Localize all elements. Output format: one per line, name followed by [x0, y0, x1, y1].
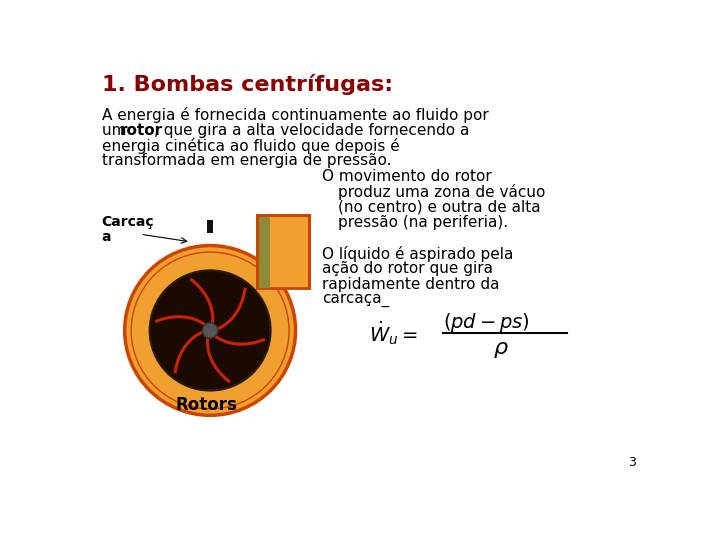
Text: ga: ga: [261, 232, 276, 245]
Text: transformada em energia de pressão.: transformada em energia de pressão.: [102, 153, 391, 168]
Text: carcaça_: carcaça_: [323, 292, 390, 307]
Text: energia cinética ao fluido que depois é: energia cinética ao fluido que depois é: [102, 138, 400, 154]
Ellipse shape: [125, 246, 296, 415]
Text: a: a: [261, 262, 269, 276]
Text: Carcaç: Carcaç: [102, 215, 154, 229]
Ellipse shape: [150, 271, 271, 390]
Text: $(pd - ps)$: $(pd - ps)$: [443, 311, 529, 334]
Bar: [256, 215, 270, 288]
Text: produz uma zona de vácuo: produz uma zona de vácuo: [338, 184, 545, 200]
Text: pressão (na periferia).: pressão (na periferia).: [338, 215, 508, 230]
Text: Sucçã: Sucçã: [175, 309, 223, 325]
Bar: [207, 220, 213, 233]
Text: A energia é fornecida continuamente ao fluido por: A energia é fornecida continuamente ao f…: [102, 107, 488, 123]
Text: rotor: rotor: [120, 123, 163, 138]
Bar: [256, 215, 310, 288]
Text: o: o: [175, 325, 185, 340]
Ellipse shape: [131, 252, 289, 409]
Text: , que gira a alta velocidade fornecendo a: , que gira a alta velocidade fornecendo …: [154, 123, 469, 138]
Text: (no centro) e outra de alta: (no centro) e outra de alta: [338, 200, 541, 214]
Text: Rotors: Rotors: [175, 396, 237, 414]
Text: O movimento do rotor: O movimento do rotor: [323, 168, 492, 184]
Text: O líquido é aspirado pela: O líquido é aspirado pela: [323, 246, 514, 262]
Text: rapidamente dentro da: rapidamente dentro da: [323, 276, 500, 292]
Text: Volut: Volut: [261, 249, 292, 262]
Text: 1. Bombas centrífugas:: 1. Bombas centrífugas:: [102, 74, 392, 95]
Text: 3: 3: [629, 456, 636, 469]
Text: Pá: Pá: [241, 340, 258, 354]
Text: Descar: Descar: [261, 219, 305, 232]
Text: $\mathit{\dot{W}_u} =$: $\mathit{\dot{W}_u} =$: [369, 319, 418, 347]
Text: a: a: [102, 231, 111, 244]
Text: ação do rotor que gira: ação do rotor que gira: [323, 261, 493, 276]
Ellipse shape: [202, 323, 218, 338]
Text: um: um: [102, 123, 131, 138]
Text: $\rho$: $\rho$: [493, 338, 509, 360]
